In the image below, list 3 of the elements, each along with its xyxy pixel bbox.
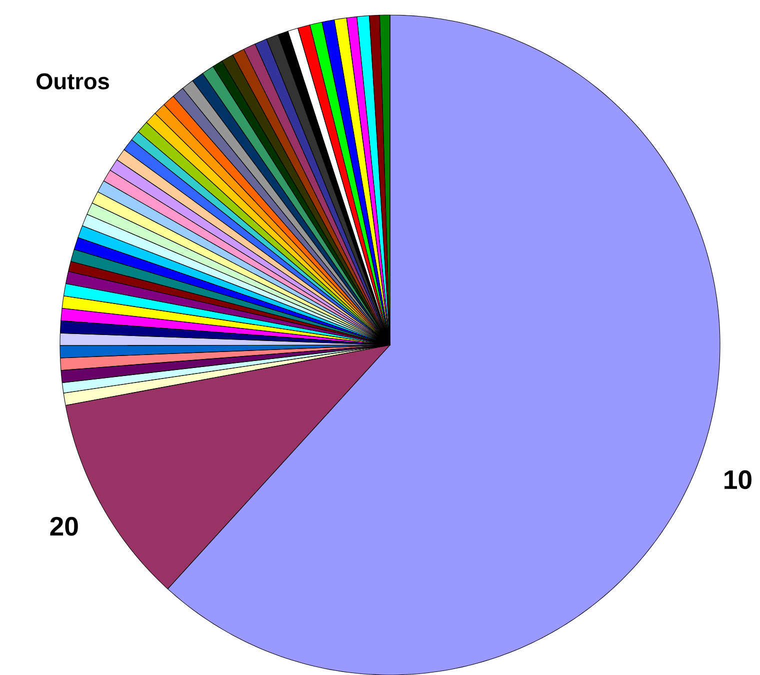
slice-label: 20 [50,516,78,536]
slice-label: 10 [724,470,752,490]
text: Outros [36,73,109,90]
